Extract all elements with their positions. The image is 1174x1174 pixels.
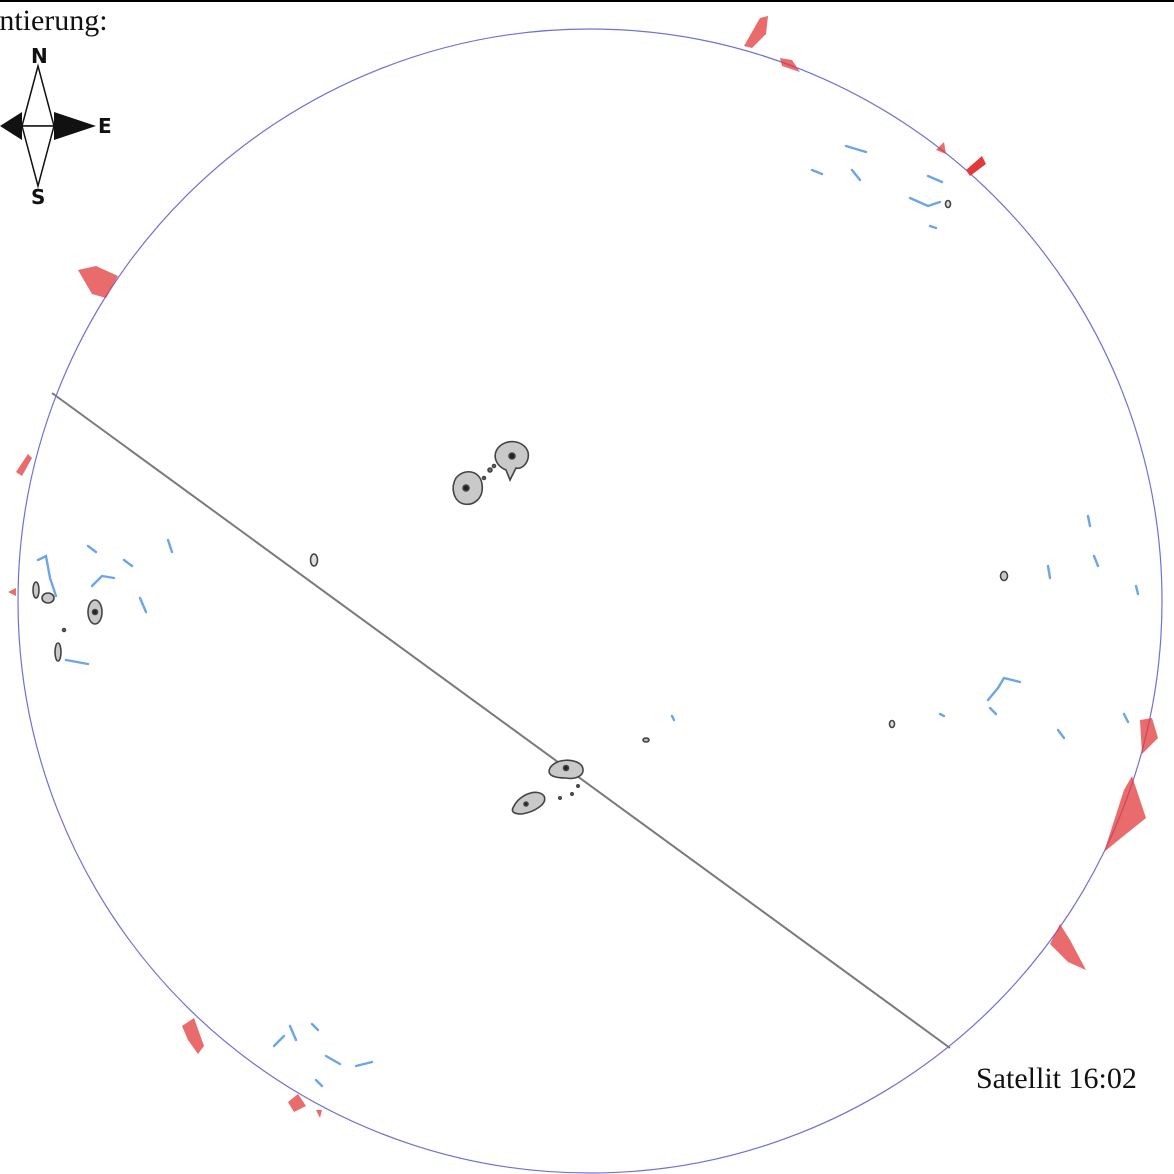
compass-south: S	[31, 185, 45, 209]
filament-ne-5	[926, 174, 944, 184]
filament-west-2	[86, 544, 98, 554]
filament-east-7	[1056, 728, 1066, 740]
filament-east-8	[1122, 712, 1130, 724]
prominences	[8, 16, 1158, 1118]
sunspots	[32, 199, 1009, 815]
filament-south-4	[324, 1054, 342, 1066]
filament-east-1	[1086, 514, 1092, 528]
filament-east-9	[938, 712, 946, 718]
filament-ne-4	[908, 196, 942, 208]
filament-west-3	[90, 574, 116, 588]
sunspot-single-1	[309, 553, 319, 567]
prominence-west-2	[16, 454, 32, 476]
compass-rose: N E S	[0, 44, 112, 209]
filament-south-2	[288, 1024, 298, 1042]
filament-south-3	[310, 1022, 320, 1032]
sunspot-single-4	[944, 199, 952, 209]
filaments	[36, 144, 1140, 1088]
prominence-sw-1	[182, 1018, 204, 1054]
sunspot-single-2	[999, 570, 1009, 582]
prominence-west-1	[78, 266, 118, 298]
filament-ne-1	[844, 144, 868, 154]
compass-north: N	[31, 44, 48, 68]
prominence-top-2	[780, 58, 800, 72]
satellite-time-label: Satellit 16:02	[976, 1062, 1137, 1095]
prominence-sw-3	[316, 1110, 322, 1118]
sunspot-single-3	[888, 719, 896, 729]
filament-south-5	[354, 1060, 374, 1068]
sunspot-group-west	[32, 581, 103, 662]
solar-disk-outline	[17, 28, 1163, 1174]
orientation-label: entierung:	[0, 4, 108, 37]
sunspot-single-5	[642, 737, 650, 743]
filament-east-4	[1134, 584, 1140, 596]
filament-east-6	[988, 706, 998, 716]
filament-west-6	[122, 558, 134, 568]
filament-east-3	[1092, 554, 1100, 568]
filament-south-6	[314, 1078, 324, 1088]
prominence-se-1	[1050, 924, 1086, 970]
prominence-east-1	[1140, 718, 1158, 754]
sunspot-group-upper	[452, 440, 530, 506]
prominence-east-2	[1104, 776, 1146, 852]
filament-west-1	[36, 554, 58, 598]
filament-east-2	[1046, 564, 1052, 580]
compass-east: E	[98, 114, 112, 138]
filament-west-4	[138, 596, 148, 614]
filament-ne-6	[928, 224, 938, 230]
filament-east-5	[986, 676, 1022, 702]
filament-ne-2	[850, 168, 862, 182]
filament-west-7	[64, 658, 90, 666]
sunspot-group-center	[511, 759, 584, 815]
prominence-ne-2	[966, 156, 986, 176]
prominence-west-3	[8, 588, 16, 596]
filament-south-1	[272, 1034, 286, 1048]
satellite-transit-path	[51, 392, 951, 1049]
prominence-sw-2	[288, 1094, 306, 1112]
filament-west-5	[166, 538, 174, 554]
filament-center-1	[670, 714, 676, 722]
filament-ne-3	[810, 168, 824, 176]
prominence-ne-1	[936, 142, 946, 154]
prominence-top-1	[744, 16, 768, 48]
